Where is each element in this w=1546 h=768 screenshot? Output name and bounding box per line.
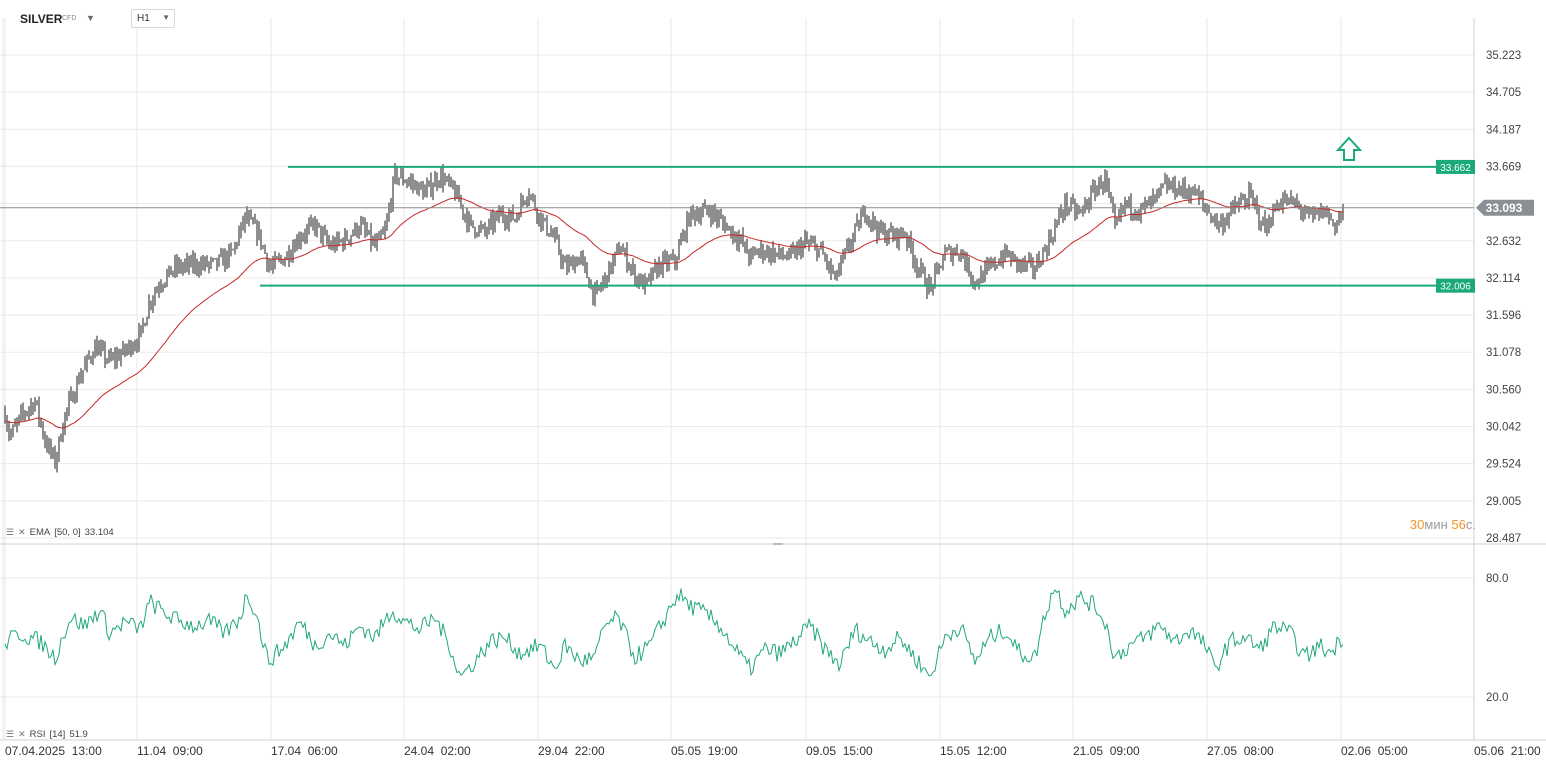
last-price-label: 33.093 [1486, 201, 1523, 215]
price-tick-label: 35.223 [1486, 50, 1521, 62]
pane-resize-handle [773, 543, 783, 545]
rsi-legend: ☰ ✕ RSI [14] 51.9 [6, 729, 88, 740]
price-tick-label: 30.560 [1486, 384, 1521, 396]
time-tick-label: 05.06 21:00 [1474, 744, 1541, 758]
time-tick-label: 17.04 06:00 [271, 744, 338, 758]
time-tick-label: 07.04.2025 13:00 [5, 744, 102, 758]
close-icon[interactable]: ✕ [18, 729, 26, 739]
chevron-down-icon[interactable]: ▼ [86, 13, 95, 23]
ema-legend: ☰ ✕ EMA [50, 0] 33.104 [6, 527, 114, 538]
ema-line [4, 197, 1344, 429]
ema-params: [50, 0] [54, 527, 81, 538]
time-tick-label: 27.05 08:00 [1207, 744, 1274, 758]
timer-minutes: 30 [1409, 517, 1425, 532]
rsi-value: 51.9 [69, 729, 88, 740]
candles-series [4, 163, 1344, 473]
level-lines[interactable] [260, 165, 1474, 287]
resistance-level-tag [1436, 159, 1475, 174]
up-arrow-icon [1335, 136, 1363, 161]
rsi-tick-label: 80.0 [1486, 573, 1508, 585]
time-tick-label: 09.05 15:00 [806, 744, 873, 758]
timer-seconds-unit: с. [1465, 517, 1476, 532]
axis-labels: 33.662 32.006 35.223 34.705 34.187 33.669 32.6… [5, 50, 1541, 758]
timeframe-select[interactable]: H1 ▼ [131, 9, 175, 28]
chart-grid [0, 18, 1475, 740]
price-tick-label: 30.042 [1486, 421, 1521, 433]
rsi-line [4, 588, 1344, 677]
time-tick-label: 24.04 02:00 [404, 744, 471, 758]
support-level-label: 32.006 [1440, 282, 1471, 293]
price-pane[interactable] [4, 136, 1474, 473]
rsi-name: RSI [29, 729, 46, 740]
price-tick-label: 33.669 [1486, 161, 1521, 173]
timeframe-label: H1 [137, 13, 150, 24]
timer-seconds: 56 [1451, 517, 1466, 532]
price-tick-label: 31.596 [1486, 310, 1521, 322]
arrow-shape [1335, 136, 1363, 161]
price-tick-label: 31.078 [1486, 347, 1521, 359]
rsi-params: [14] [49, 729, 66, 740]
ema-value: 33.104 [84, 527, 114, 538]
time-tick-label: 11.04 09:00 [137, 744, 203, 758]
symbol-suffix: CFD [62, 15, 77, 22]
price-tick-label: 34.705 [1486, 87, 1521, 99]
resistance-level-label: 33.662 [1440, 163, 1471, 174]
price-tick-label: 32.632 [1486, 236, 1521, 248]
time-tick-label: 15.05 12:00 [940, 744, 1007, 758]
price-tick-label: 29.524 [1486, 459, 1522, 471]
time-tick-label: 05.05 19:00 [671, 744, 738, 758]
symbol-name[interactable]: SILVER [20, 12, 63, 26]
time-tick-label: 29.04 22:00 [538, 744, 605, 758]
price-tick-label: 32.114 [1486, 273, 1521, 285]
candle-timer: 30мин 56с. [1410, 517, 1476, 532]
price-tick-label: 29.005 [1486, 496, 1521, 508]
menu-icon[interactable]: ☰ [6, 527, 15, 537]
time-tick-label: 21.05 09:00 [1073, 744, 1140, 758]
chevron-down-icon: ▼ [162, 13, 170, 22]
rsi-pane[interactable] [4, 588, 1344, 677]
rsi-tick-label: 20.0 [1486, 692, 1508, 704]
menu-icon[interactable]: ☰ [6, 729, 15, 739]
price-tick-label: 28.487 [1486, 533, 1521, 545]
support-level-tag [1436, 278, 1475, 293]
time-tick-label: 02.06 05:00 [1341, 744, 1408, 758]
timer-minutes-unit: мин [1424, 517, 1448, 532]
price-tick-label: 34.187 [1486, 124, 1521, 136]
close-icon[interactable]: ✕ [18, 527, 26, 537]
last-price-tag [1476, 199, 1534, 216]
ema-name: EMA [29, 527, 51, 538]
axes [0, 18, 1546, 741]
